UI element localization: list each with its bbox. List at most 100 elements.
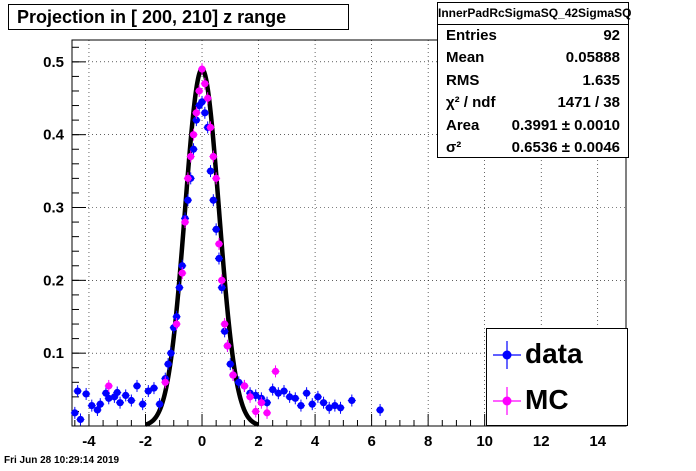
mc-point [206,123,215,131]
data-point [218,284,226,292]
data-point [156,400,164,408]
stats-label: RMS [446,71,480,89]
stats-box: InnerPadRcSigmaSQ_42SigmaSQ Entries 92 Me… [437,2,631,159]
y-tick-label: 0.4 [43,127,65,144]
stats-label: Mean [446,49,485,67]
mc-point [252,407,260,416]
y-tick-label: 0.3 [43,200,64,217]
data-point [376,406,384,414]
stats-value: 0.6536 ± 0.0046 [511,138,620,156]
mc-point [195,87,203,95]
x-tick-label: -2 [139,433,152,450]
stats-label: Area [446,116,480,134]
chart-title: Projection in [ 200, 210] z range [8,4,349,30]
data-point [206,167,215,175]
stats-label: Entries [446,27,497,44]
legend-marker-data [493,341,521,369]
data-point [263,399,271,407]
grid [72,40,626,426]
x-tick-label: 6 [367,433,375,450]
x-tick-label: 10 [476,433,493,450]
data-point [82,390,90,398]
stats-title: InnerPadRcSigmaSQ_42SigmaSQ [438,3,631,25]
legend-item-mc: MC [487,381,629,421]
stats-value: 92 [603,27,620,44]
mc-point [257,399,265,407]
data-point [314,393,322,401]
data-point [303,389,311,397]
mc-point [223,342,232,350]
data-point [215,254,223,263]
stats-value: 1471 / 38 [557,94,620,112]
mc-point [181,218,189,226]
stats-row: σ² 0.6536 ± 0.0046 [438,137,628,159]
plot-frame [71,39,627,427]
mc-point [178,269,186,277]
legend-item-data: data [487,335,629,375]
data-point [122,391,130,400]
data-point [319,399,328,407]
mc-point [187,152,195,161]
mc-point [201,80,209,88]
data-point [93,406,102,414]
stats-row: χ² / ndf 1471 / 38 [438,92,628,114]
stats-value: 0.3991 ± 0.0010 [511,116,620,134]
data-point [348,396,356,405]
mc-point [240,382,249,390]
data-point [71,409,79,417]
data-point [336,404,345,412]
legend-marker-mc [493,387,521,415]
data-point [133,382,141,390]
mc-point [172,320,181,328]
x-tick-label: 8 [424,433,432,450]
timestamp-footer: Fri Jun 28 10:29:14 2019 [4,455,120,466]
data-point [172,313,181,321]
data-point [308,400,316,408]
x-tick-label: 12 [533,433,550,450]
data-point [116,399,124,407]
data-point [297,402,305,410]
y-tick-label: 0.2 [43,272,64,289]
mc-point [271,367,280,375]
data-point [167,349,175,357]
mc-point [218,276,226,284]
data-point [139,400,147,408]
mc-point [184,174,192,182]
mc-point [263,409,271,417]
data-point [96,400,104,408]
stats-label: χ² / ndf [446,94,496,112]
data-point [150,384,158,392]
mc-point [192,109,200,117]
mc-point [229,371,237,379]
data-point [235,378,243,386]
mc-point [221,320,229,328]
data-point [212,225,220,233]
mc-point [215,240,223,248]
mc-point [246,393,254,401]
data-point [198,98,206,106]
stats-row: Mean 0.05888 [438,47,628,69]
stats-row: Area 0.3991 ± 0.0010 [438,115,628,137]
legend: data MC [486,328,628,426]
data-point [192,116,200,124]
stats-value: 0.05888 [565,49,620,67]
mc-point [161,378,169,386]
x-tick-label: 2 [254,433,262,450]
data-point [184,196,192,204]
fit-curve [144,66,260,427]
data-point [175,284,184,292]
data-point [221,327,229,335]
mc-point [209,152,217,161]
stats-row: RMS 1.635 [438,70,628,92]
data-point [74,387,82,395]
fit-curve-path [144,66,260,427]
mc-point [105,382,113,390]
data-point [226,360,234,368]
stats-label: σ² [446,138,462,156]
x-tick-label: 4 [311,433,320,450]
data-point [291,394,299,402]
data-point [189,145,198,153]
data-point [209,196,217,204]
data-point [201,109,209,117]
mc-point [212,174,220,182]
